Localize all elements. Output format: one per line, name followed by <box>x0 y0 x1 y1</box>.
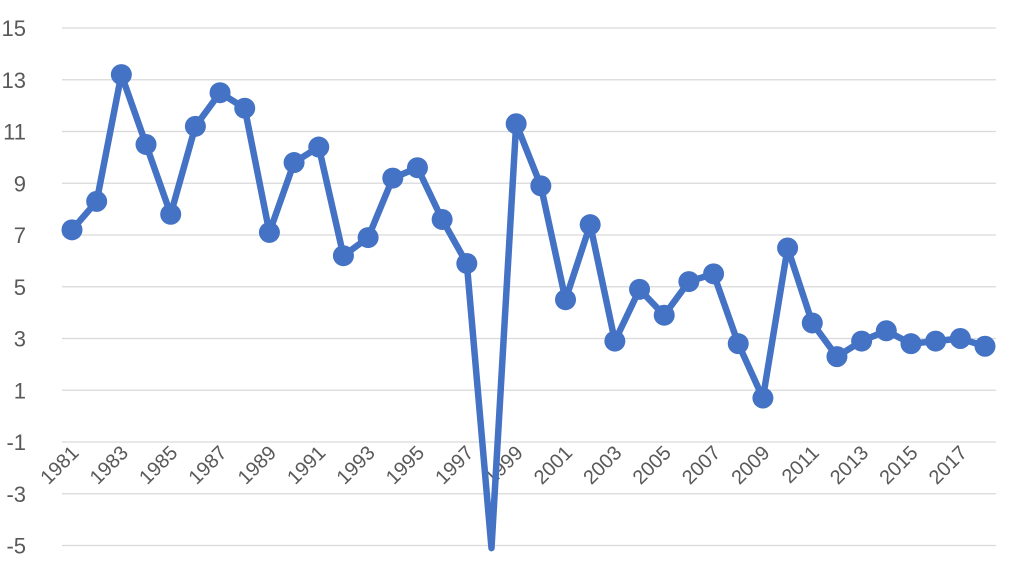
x-tick-label: 2005 <box>629 442 676 489</box>
series-layer <box>61 64 996 552</box>
gridlines <box>62 27 996 547</box>
x-tick-label: 1983 <box>86 442 133 489</box>
data-point <box>110 64 132 86</box>
x-tick-label: 2003 <box>579 442 626 489</box>
x-tick-label: 2001 <box>530 442 577 489</box>
y-tick-label: 5 <box>14 275 26 300</box>
y-tick-label: -1 <box>6 430 26 455</box>
x-tick-label: 2009 <box>727 442 774 489</box>
y-tick-label: 11 <box>3 120 26 145</box>
data-point <box>357 227 379 249</box>
x-tick-label: 2015 <box>875 442 922 489</box>
y-tick-label: 1 <box>14 378 26 403</box>
data-point <box>505 113 527 135</box>
x-tick-label: 1987 <box>185 442 232 489</box>
y-tick-label: 7 <box>14 223 26 248</box>
data-point <box>308 136 330 158</box>
data-point <box>209 82 231 104</box>
x-tick-label: 1991 <box>283 442 330 489</box>
x-tick-label: 2007 <box>678 442 725 489</box>
x-tick-label: 1989 <box>234 442 281 489</box>
y-tick-label: 15 <box>2 16 26 41</box>
data-point <box>234 97 256 119</box>
data-point <box>678 271 700 293</box>
x-tick-label: 1981 <box>37 442 84 489</box>
data-point <box>752 387 774 409</box>
y-tick-label: -5 <box>6 534 26 559</box>
data-point <box>382 167 404 189</box>
data-point <box>629 278 651 300</box>
data-point <box>974 335 996 357</box>
y-axis-ticks: 15 13 11 9 7 5 3 1 -1 -3 -5 <box>2 16 26 559</box>
data-point <box>826 346 848 368</box>
data-point <box>851 330 873 352</box>
data-point <box>949 328 971 349</box>
x-axis-ticks: 1981 1983 1985 1987 1989 1991 1993 1995 1997 1999… <box>37 442 972 489</box>
data-point <box>283 152 305 174</box>
data-point <box>184 115 206 137</box>
data-point <box>579 214 601 236</box>
data-point <box>727 333 749 355</box>
data-point <box>925 330 947 352</box>
y-tick-label: -3 <box>6 482 26 507</box>
data-point <box>801 312 823 334</box>
data-point <box>61 219 83 241</box>
x-tick-label: 1985 <box>135 442 182 489</box>
data-point <box>900 333 922 355</box>
x-tick-label: 2017 <box>925 442 972 489</box>
x-tick-label: 2013 <box>826 442 873 489</box>
data-point <box>653 304 675 326</box>
data-point <box>86 190 108 212</box>
data-point <box>431 208 453 230</box>
data-point <box>456 252 478 274</box>
data-point <box>777 237 799 259</box>
x-tick-label: 2011 <box>778 442 824 488</box>
y-tick-label: 13 <box>2 68 26 93</box>
x-tick-label: 1995 <box>382 442 429 489</box>
data-point <box>604 330 626 352</box>
y-tick-label: 9 <box>14 171 26 196</box>
data-point <box>332 245 354 267</box>
data-point <box>530 175 552 197</box>
data-point <box>160 203 182 225</box>
data-point <box>703 263 725 285</box>
y-tick-label: 3 <box>14 327 26 352</box>
data-point <box>555 289 577 311</box>
data-point <box>406 157 428 179</box>
x-tick-label: 1997 <box>431 442 478 489</box>
data-point <box>875 320 897 342</box>
data-point <box>258 221 280 243</box>
data-point <box>135 133 157 155</box>
x-tick-label: 1993 <box>333 442 380 489</box>
